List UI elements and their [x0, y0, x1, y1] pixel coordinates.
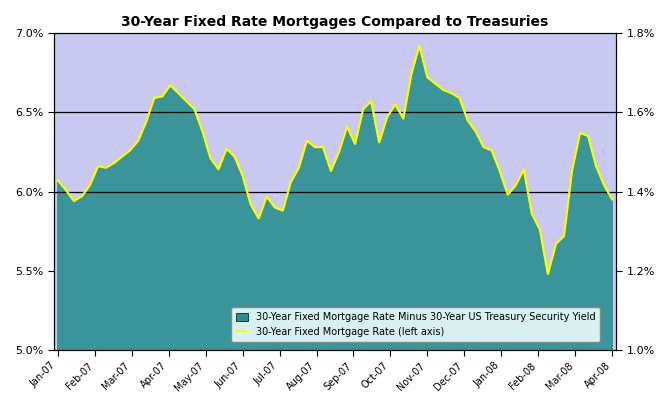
Title: 30-Year Fixed Rate Mortgages Compared to Treasuries: 30-Year Fixed Rate Mortgages Compared to…	[121, 15, 549, 29]
Legend: 30-Year Fixed Mortgage Rate Minus 30-Year US Treasury Security Yield, 30-Year Fi: 30-Year Fixed Mortgage Rate Minus 30-Yea…	[231, 308, 600, 342]
